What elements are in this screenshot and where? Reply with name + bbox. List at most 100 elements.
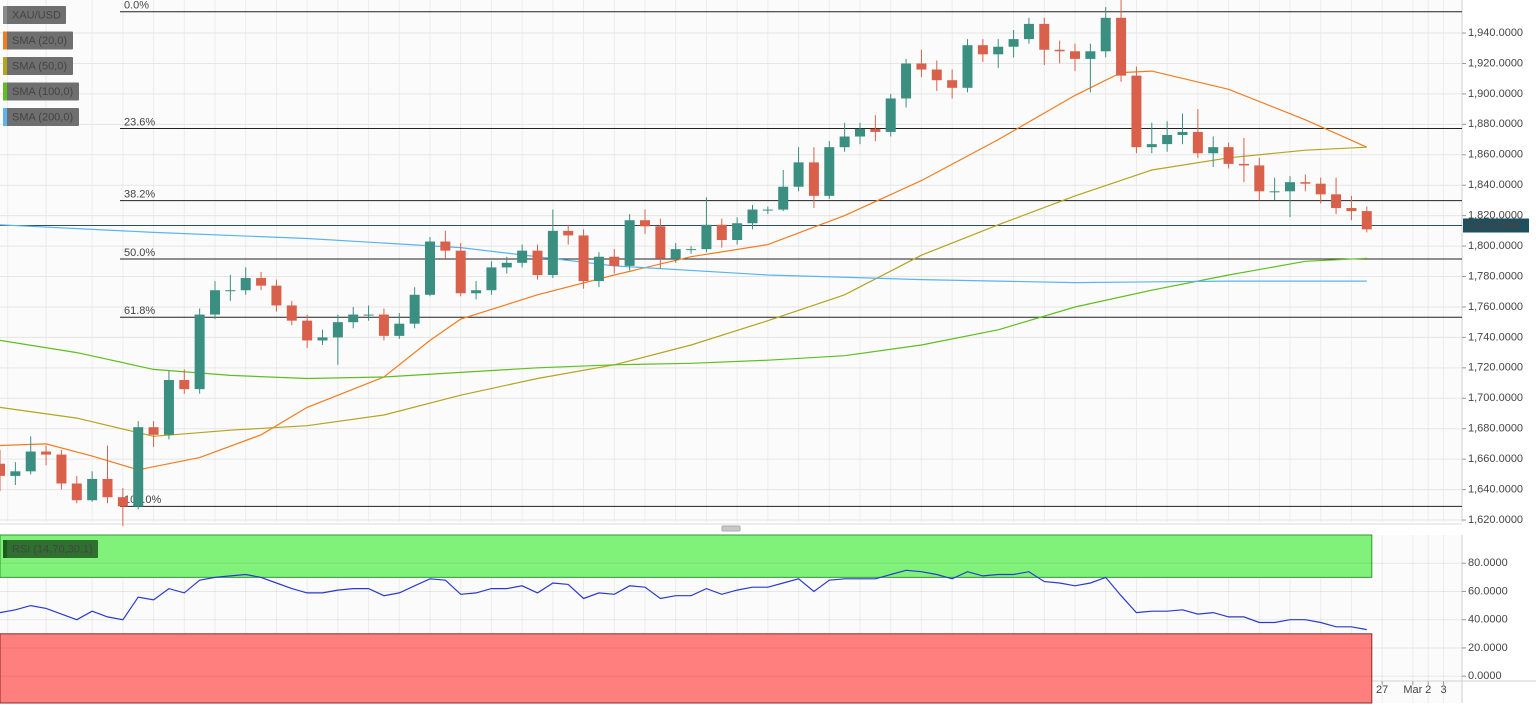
candle-body <box>1070 51 1080 59</box>
candle-body <box>547 230 558 276</box>
candle-body <box>1315 183 1326 195</box>
candle-body <box>210 290 220 315</box>
candle-body <box>1146 144 1157 148</box>
candle-body <box>655 226 666 259</box>
candle-body <box>286 305 297 321</box>
candle-body <box>824 147 835 196</box>
candle-body <box>778 186 789 210</box>
candle-body <box>962 45 973 88</box>
x-tick-label: 3 <box>1441 684 1447 696</box>
candle-body <box>471 290 482 294</box>
candle-body <box>425 241 435 295</box>
candle-body <box>271 285 282 306</box>
legend-entry-box <box>3 82 79 101</box>
candle-body <box>486 267 497 291</box>
candle-body <box>501 262 512 268</box>
legend-entry: SMA (50,0) <box>3 57 73 75</box>
legend-entry-box <box>3 6 66 24</box>
x-tick-label: Mar <box>1403 684 1422 696</box>
legend-entry-swatch <box>3 82 7 101</box>
candle-body <box>117 497 128 507</box>
legend-entry-box <box>3 31 73 50</box>
fib-label: 61.8% <box>124 305 155 317</box>
panel-resize-handle[interactable] <box>721 525 741 532</box>
indicator-line <box>0 224 1367 284</box>
candle-body <box>348 314 359 323</box>
legend-entry-label: SMA (20,0) <box>12 35 67 47</box>
candle-body <box>624 220 635 266</box>
rsi-legend-entry-box <box>3 540 98 558</box>
legend-entry-swatch <box>3 31 7 50</box>
last-price-tag <box>1463 218 1529 233</box>
rsi-y-tick-label: 40.0000 <box>1468 614 1508 626</box>
candle-body <box>1162 134 1173 145</box>
y-tick-label: 1,800.0000 <box>1468 240 1523 252</box>
legend-entry: XAU/USD <box>3 6 66 24</box>
candle-body <box>363 314 374 316</box>
candle-body <box>716 224 727 240</box>
indicator-line <box>0 569 1367 631</box>
rsi-legend-entry: RSI (14,70,30,1) <box>3 540 98 558</box>
candle-body <box>332 322 343 338</box>
candle-body <box>686 249 697 251</box>
candle-body <box>1285 182 1295 192</box>
candle-body <box>1192 131 1203 154</box>
last-price-label: 1,813.5300 <box>1467 220 1520 232</box>
candle-body <box>1254 165 1265 192</box>
candle-body <box>670 249 681 259</box>
rsi-y-tick-label: 60.0000 <box>1468 585 1508 597</box>
candle-body <box>71 483 82 501</box>
candle-body <box>578 235 589 282</box>
candle-body <box>1269 191 1280 193</box>
fib-label: 0.0% <box>124 0 149 12</box>
candle-body <box>0 463 5 476</box>
candle-body <box>302 320 313 341</box>
candle-body <box>1361 211 1372 230</box>
candle-body <box>993 46 1004 55</box>
candle-body <box>256 278 267 286</box>
candle-body <box>1331 194 1342 209</box>
candle-body <box>179 380 190 390</box>
candle-body <box>1023 23 1034 40</box>
candle-body <box>440 241 451 251</box>
y-tick-label: 1,940.0000 <box>1468 27 1523 39</box>
candle-body <box>640 220 650 227</box>
x-tick-label: 27 <box>1376 684 1388 696</box>
candle-body <box>455 250 466 294</box>
candle-body <box>133 427 144 507</box>
legend-entry-swatch <box>3 6 7 24</box>
candle-body <box>793 162 804 187</box>
candle-body <box>839 136 850 148</box>
legend-entry-swatch <box>3 57 7 75</box>
candle-body <box>855 128 865 137</box>
x-tick-label: 2 <box>1425 684 1431 696</box>
candle-body <box>1346 208 1357 212</box>
candle-body <box>1008 39 1019 47</box>
y-tick-label: 1,880.0000 <box>1468 118 1523 130</box>
overbought-zone <box>0 534 1373 578</box>
y-tick-label: 1,680.0000 <box>1468 423 1523 435</box>
indicator-line <box>0 70 1368 471</box>
indicator-line <box>0 257 1367 380</box>
candle-body <box>808 162 819 196</box>
candle-body <box>1131 75 1142 148</box>
legend-entry-label: SMA (200,0) <box>12 111 73 123</box>
candle-body <box>885 98 896 132</box>
y-tick-label: 1,640.0000 <box>1468 483 1523 495</box>
y-tick-label: 1,780.0000 <box>1468 270 1523 282</box>
candle-body <box>732 223 743 240</box>
candle-body <box>1177 131 1188 135</box>
y-tick-label: 1,840.0000 <box>1468 179 1523 191</box>
candle-body <box>593 256 604 282</box>
legend-entry-swatch <box>3 108 7 126</box>
candle-body <box>10 471 21 476</box>
candle-body <box>609 256 620 266</box>
candle-body <box>163 380 174 435</box>
candle-body <box>194 314 205 390</box>
legend-entry-label: SMA (50,0) <box>12 60 67 72</box>
y-tick-label: 1,760.0000 <box>1468 301 1523 313</box>
legend-entry: SMA (20,0) <box>3 31 73 50</box>
candle-body <box>1054 49 1065 52</box>
